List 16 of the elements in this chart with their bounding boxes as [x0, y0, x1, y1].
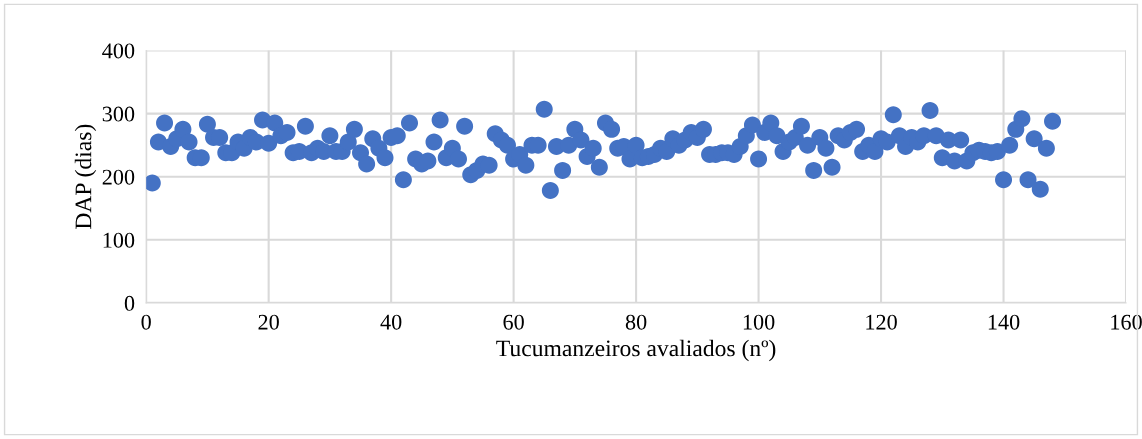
x-axis-title: Tucumanzeiros avaliados (nº): [496, 339, 776, 362]
y-tick-label: 200: [102, 169, 135, 185]
x-tick-label: 0: [141, 314, 151, 330]
y-axis-title: DAP (dias): [74, 124, 97, 230]
x-tick-label: 40: [380, 314, 402, 330]
y-tick-label: 0: [124, 295, 135, 311]
x-tick-label: 20: [258, 314, 279, 330]
y-tick-label: 400: [102, 43, 135, 59]
x-tick-label: 140: [988, 314, 1020, 330]
x-tick-label: 120: [866, 314, 897, 330]
x-tick-label: 60: [503, 314, 524, 330]
x-tick-label: 160: [1111, 314, 1142, 330]
y-tick-label: 300: [102, 106, 135, 122]
x-tick-label: 100: [743, 314, 775, 330]
y-tick-label: 100: [103, 232, 135, 248]
x-tick-label: 80: [625, 314, 647, 330]
